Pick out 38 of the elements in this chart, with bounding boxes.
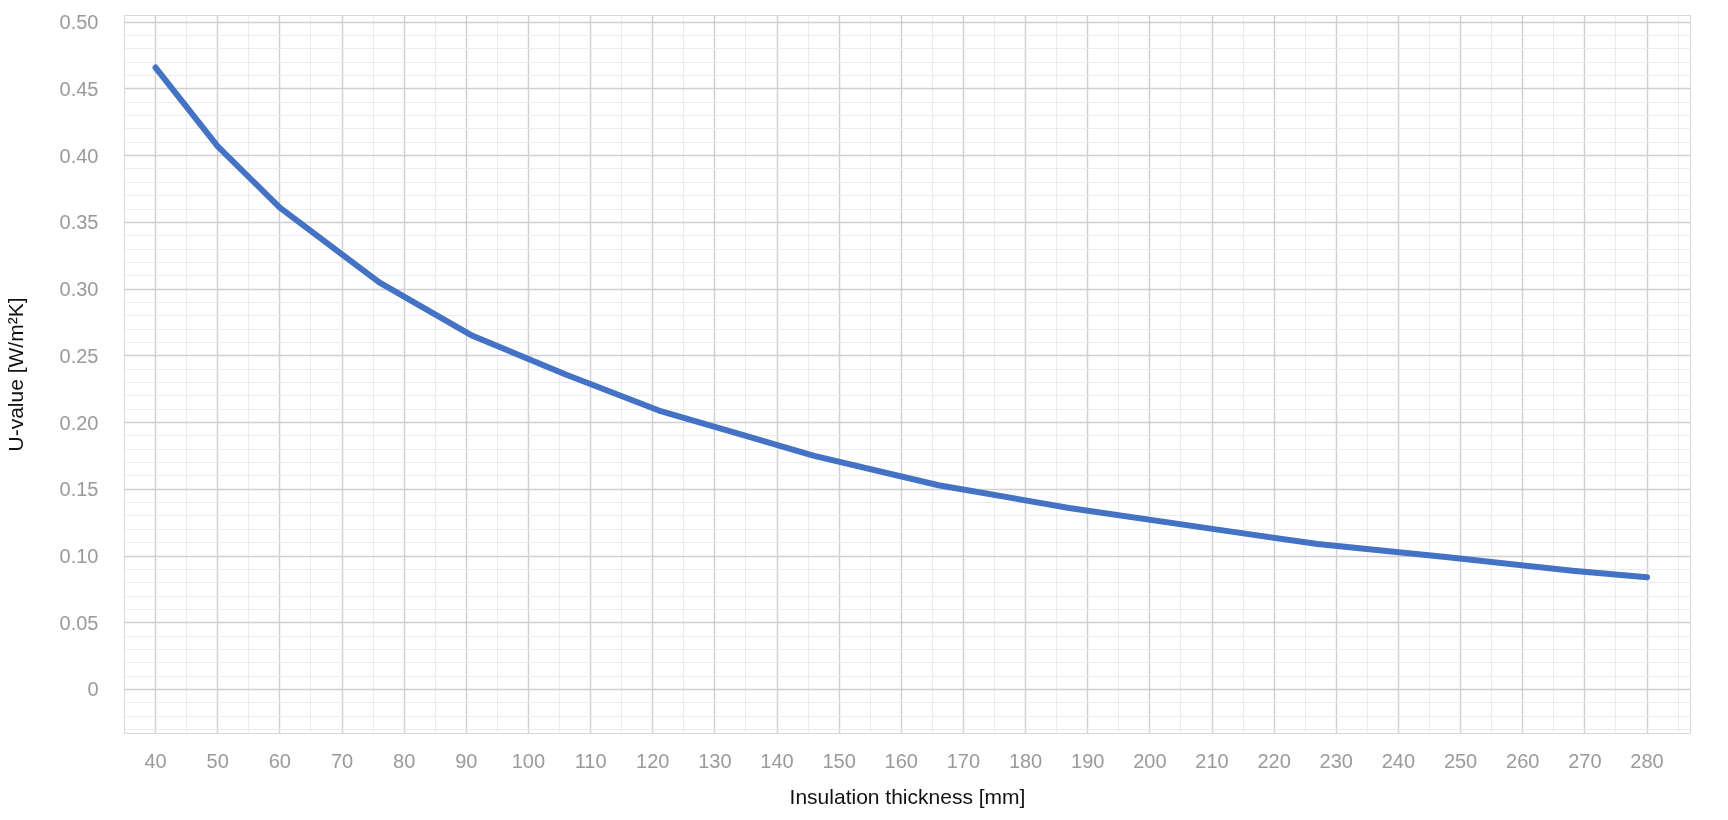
x-tick-label: 100 (511, 749, 546, 772)
y-tick-label: 0.30 (59, 278, 99, 301)
y-tick-label: 0.20 (59, 411, 99, 434)
x-tick-label: 120 (636, 749, 670, 772)
y-tick-label: 0.45 (59, 77, 99, 100)
x-tick-label: 270 (1568, 749, 1602, 772)
y-tick-label: 0.15 (59, 478, 99, 501)
x-tick-label: 40 (144, 749, 167, 772)
x-tick-label: 160 (884, 749, 918, 772)
y-tick-label: 0.25 (59, 344, 99, 367)
x-tick-label: 200 (1133, 749, 1167, 772)
x-tick-label: 90 (455, 749, 478, 772)
x-tick-label: 280 (1630, 749, 1664, 772)
x-tick-label: 250 (1443, 749, 1478, 772)
x-tick-label: 210 (1195, 749, 1229, 772)
x-axis-title: Insulation thickness [mm] (789, 784, 1026, 808)
x-tick-label: 110 (574, 749, 607, 772)
x-tick-label: 220 (1257, 749, 1291, 772)
y-tick-label: 0 (87, 678, 99, 701)
x-tick-label: 190 (1071, 749, 1105, 772)
y-tick-label: 0.50 (59, 11, 99, 34)
x-tick-label: 70 (330, 749, 354, 772)
x-tick-label: 130 (698, 749, 732, 772)
x-tick-label: 80 (393, 749, 416, 772)
x-tick-label: 240 (1381, 749, 1416, 772)
y-axis-title: U-value [W/m²K] (3, 297, 27, 452)
y-tick-label: 0.05 (59, 611, 99, 634)
x-tick-label: 50 (206, 749, 229, 772)
y-tick-label: 0.35 (59, 211, 99, 234)
x-tick-label: 140 (760, 749, 794, 772)
x-tick-label: 150 (822, 749, 856, 772)
y-tick-label: 0.40 (59, 144, 99, 167)
x-tick-label: 170 (946, 749, 981, 772)
y-tick-label: 0.10 (59, 545, 99, 567)
x-tick-label: 230 (1319, 749, 1353, 772)
x-tick-label: 260 (1506, 749, 1540, 772)
x-tick-label: 60 (268, 749, 291, 772)
x-tick-label: 180 (1008, 749, 1043, 772)
